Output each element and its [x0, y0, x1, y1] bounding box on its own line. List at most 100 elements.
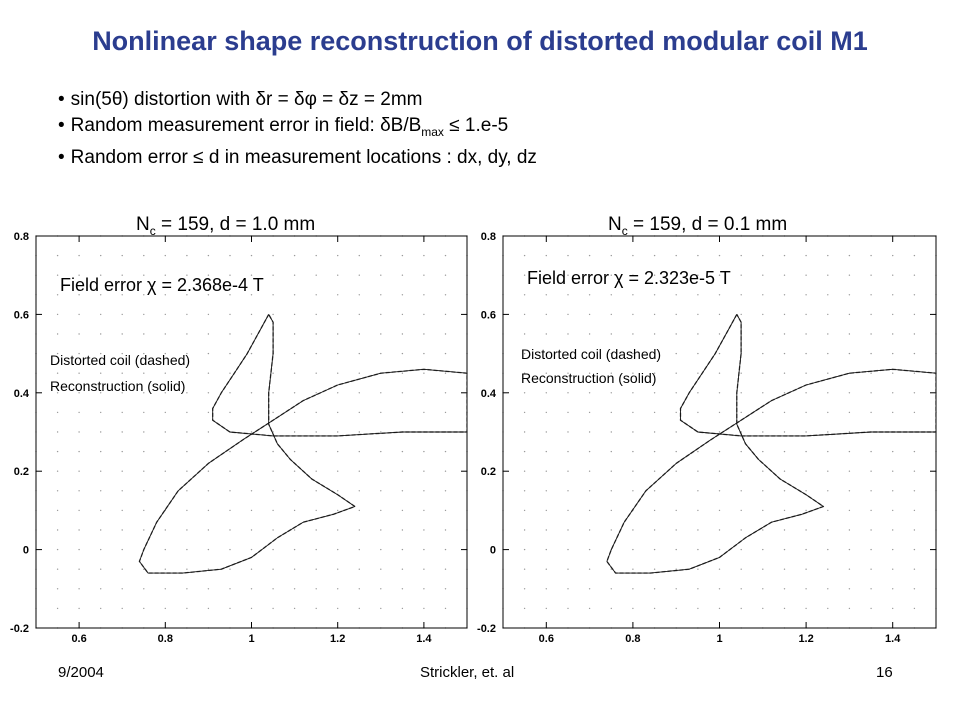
grid-dot — [272, 411, 274, 414]
grid-dot — [740, 588, 742, 590]
grid-dot — [805, 372, 807, 374]
grid-dot — [870, 274, 872, 276]
grid-dot — [610, 450, 612, 453]
field-error-annotation: Field error χ = 2.368e-4 T — [60, 275, 264, 295]
grid-dot — [164, 607, 166, 610]
grid-dot — [848, 607, 851, 610]
grid-dot — [444, 313, 447, 316]
grid-dot — [143, 411, 145, 414]
legend-entry: Distorted coil (dashed) — [521, 346, 661, 362]
grid-dot — [632, 548, 634, 551]
grid-dot — [229, 333, 231, 335]
grid-dot — [78, 352, 80, 355]
grid-dot — [870, 450, 872, 453]
grid-dot — [293, 490, 296, 492]
grid-dot — [315, 548, 317, 551]
grid-dot — [675, 294, 677, 296]
grid-dot — [56, 411, 59, 414]
grid-dot — [444, 411, 447, 414]
grid-dot — [913, 490, 916, 492]
grid-dot — [56, 352, 59, 355]
grid-dot — [697, 333, 699, 335]
grid-dot — [56, 509, 59, 512]
grid-dot — [523, 607, 526, 610]
grid-dot — [610, 294, 612, 296]
y-tick-label: 0.4 — [481, 388, 497, 400]
x-tick-label: 1.2 — [798, 633, 813, 645]
grid-dot — [653, 392, 656, 394]
grid-dot — [870, 568, 872, 570]
grid-dot — [783, 490, 786, 492]
grid-dot — [675, 568, 677, 570]
grid-dot — [653, 607, 656, 610]
grid-dot — [740, 294, 742, 296]
grid-dot — [229, 294, 231, 296]
grid-dot — [675, 333, 677, 335]
grid-dot — [250, 450, 253, 453]
grid-dot — [827, 607, 829, 610]
grid-dot — [653, 490, 656, 492]
grid-dot — [848, 450, 851, 453]
plot-title-suffix: = 159, d = 0.1 mm — [627, 214, 788, 235]
grid-dot — [718, 254, 721, 257]
grid-dot — [913, 607, 916, 610]
grid-dot — [848, 333, 851, 335]
grid-dot — [523, 509, 526, 512]
grid-dot — [718, 274, 721, 276]
grid-dot — [675, 313, 677, 316]
grid-dot — [78, 294, 80, 296]
grid-dot — [848, 313, 851, 316]
grid-dot — [401, 509, 404, 512]
grid-dot — [653, 470, 656, 472]
grid-dot — [229, 588, 231, 590]
grid-dot — [100, 529, 102, 531]
grid-dot — [164, 450, 166, 453]
grid-dot — [164, 254, 166, 257]
grid-dot — [783, 568, 786, 570]
grid-dot — [358, 254, 360, 257]
grid-dot — [632, 372, 634, 374]
grid-dot — [229, 490, 231, 492]
grid-dot — [78, 470, 80, 472]
x-tick-label: 0.6 — [71, 633, 86, 645]
grid-dot — [229, 548, 231, 551]
grid-dot — [848, 470, 851, 472]
grid-dot — [870, 372, 872, 374]
grid-dot — [293, 274, 296, 276]
grid-dot — [545, 509, 547, 512]
grid-dot — [523, 333, 526, 335]
grid-dot — [675, 509, 677, 512]
grid-dot — [78, 313, 80, 316]
grid-dot — [653, 529, 656, 531]
grid-dot — [610, 333, 612, 335]
bullet-text-suffix: ≤ 1.e-5 — [443, 115, 509, 136]
grid-dot — [588, 529, 591, 531]
grid-dot — [827, 392, 829, 394]
grid-dot — [100, 254, 102, 257]
grid-dot — [805, 607, 807, 610]
grid-dot — [827, 372, 829, 374]
grid-dot — [762, 333, 764, 335]
grid-dot — [121, 274, 123, 276]
grid-dot — [121, 372, 123, 374]
grid-dot — [827, 588, 829, 590]
grid-dot — [143, 392, 145, 394]
grid-dot — [444, 568, 447, 570]
grid-dot — [675, 411, 677, 414]
grid-dot — [718, 333, 721, 335]
grid-dot — [358, 529, 360, 531]
grid-dot — [653, 568, 656, 570]
grid-dot — [848, 274, 851, 276]
grid-dot — [653, 509, 656, 512]
grid-dot — [380, 529, 382, 531]
grid-dot — [567, 333, 569, 335]
grid-dot — [675, 274, 677, 276]
grid-dot — [143, 333, 145, 335]
grid-dot — [143, 294, 145, 296]
grid-dot — [588, 254, 591, 257]
grid-dot — [848, 411, 851, 414]
grid-dot — [870, 254, 872, 257]
grid-dot — [380, 254, 382, 257]
grid-dot — [100, 313, 102, 316]
grid-dot — [100, 470, 102, 472]
